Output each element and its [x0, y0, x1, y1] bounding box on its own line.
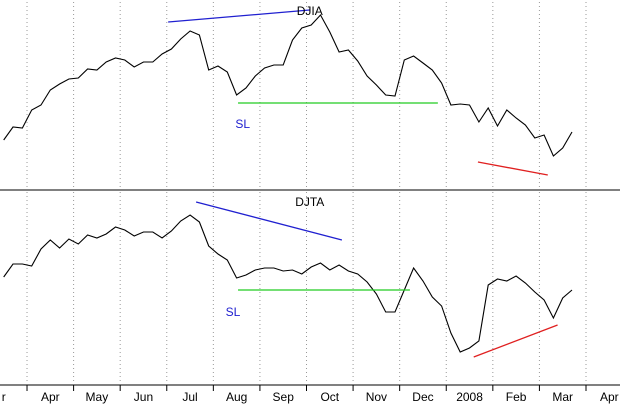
x-tick-label: Jun — [134, 390, 153, 404]
trend-line — [477, 161, 548, 176]
price-line — [3, 214, 573, 353]
annotation: SL — [226, 305, 241, 319]
price-line — [3, 14, 573, 157]
x-tick-label: Jul — [182, 390, 197, 404]
trend-line — [473, 324, 558, 358]
x-tick-label: 2008 — [456, 390, 483, 404]
x-tick-label: Dec — [412, 390, 433, 404]
x-tick-label: May — [86, 390, 109, 404]
annotation: SL — [235, 117, 250, 131]
x-tick-label: Apr — [600, 390, 619, 404]
x-tick-label: Sep — [273, 390, 295, 404]
x-tick-label: Mar — [552, 390, 573, 404]
x-tick-label: Nov — [366, 390, 387, 404]
trend-line — [168, 9, 310, 23]
x-tick-label: Feb — [506, 390, 527, 404]
x-tick-label: Oct — [320, 390, 339, 404]
x-tick-label: Aug — [226, 390, 247, 404]
annotation: DJIA — [297, 4, 323, 18]
annotation: DJTA — [295, 195, 324, 209]
x-tick-label: r — [2, 390, 6, 404]
trend-line — [195, 201, 343, 241]
x-tick-label: Apr — [41, 390, 60, 404]
